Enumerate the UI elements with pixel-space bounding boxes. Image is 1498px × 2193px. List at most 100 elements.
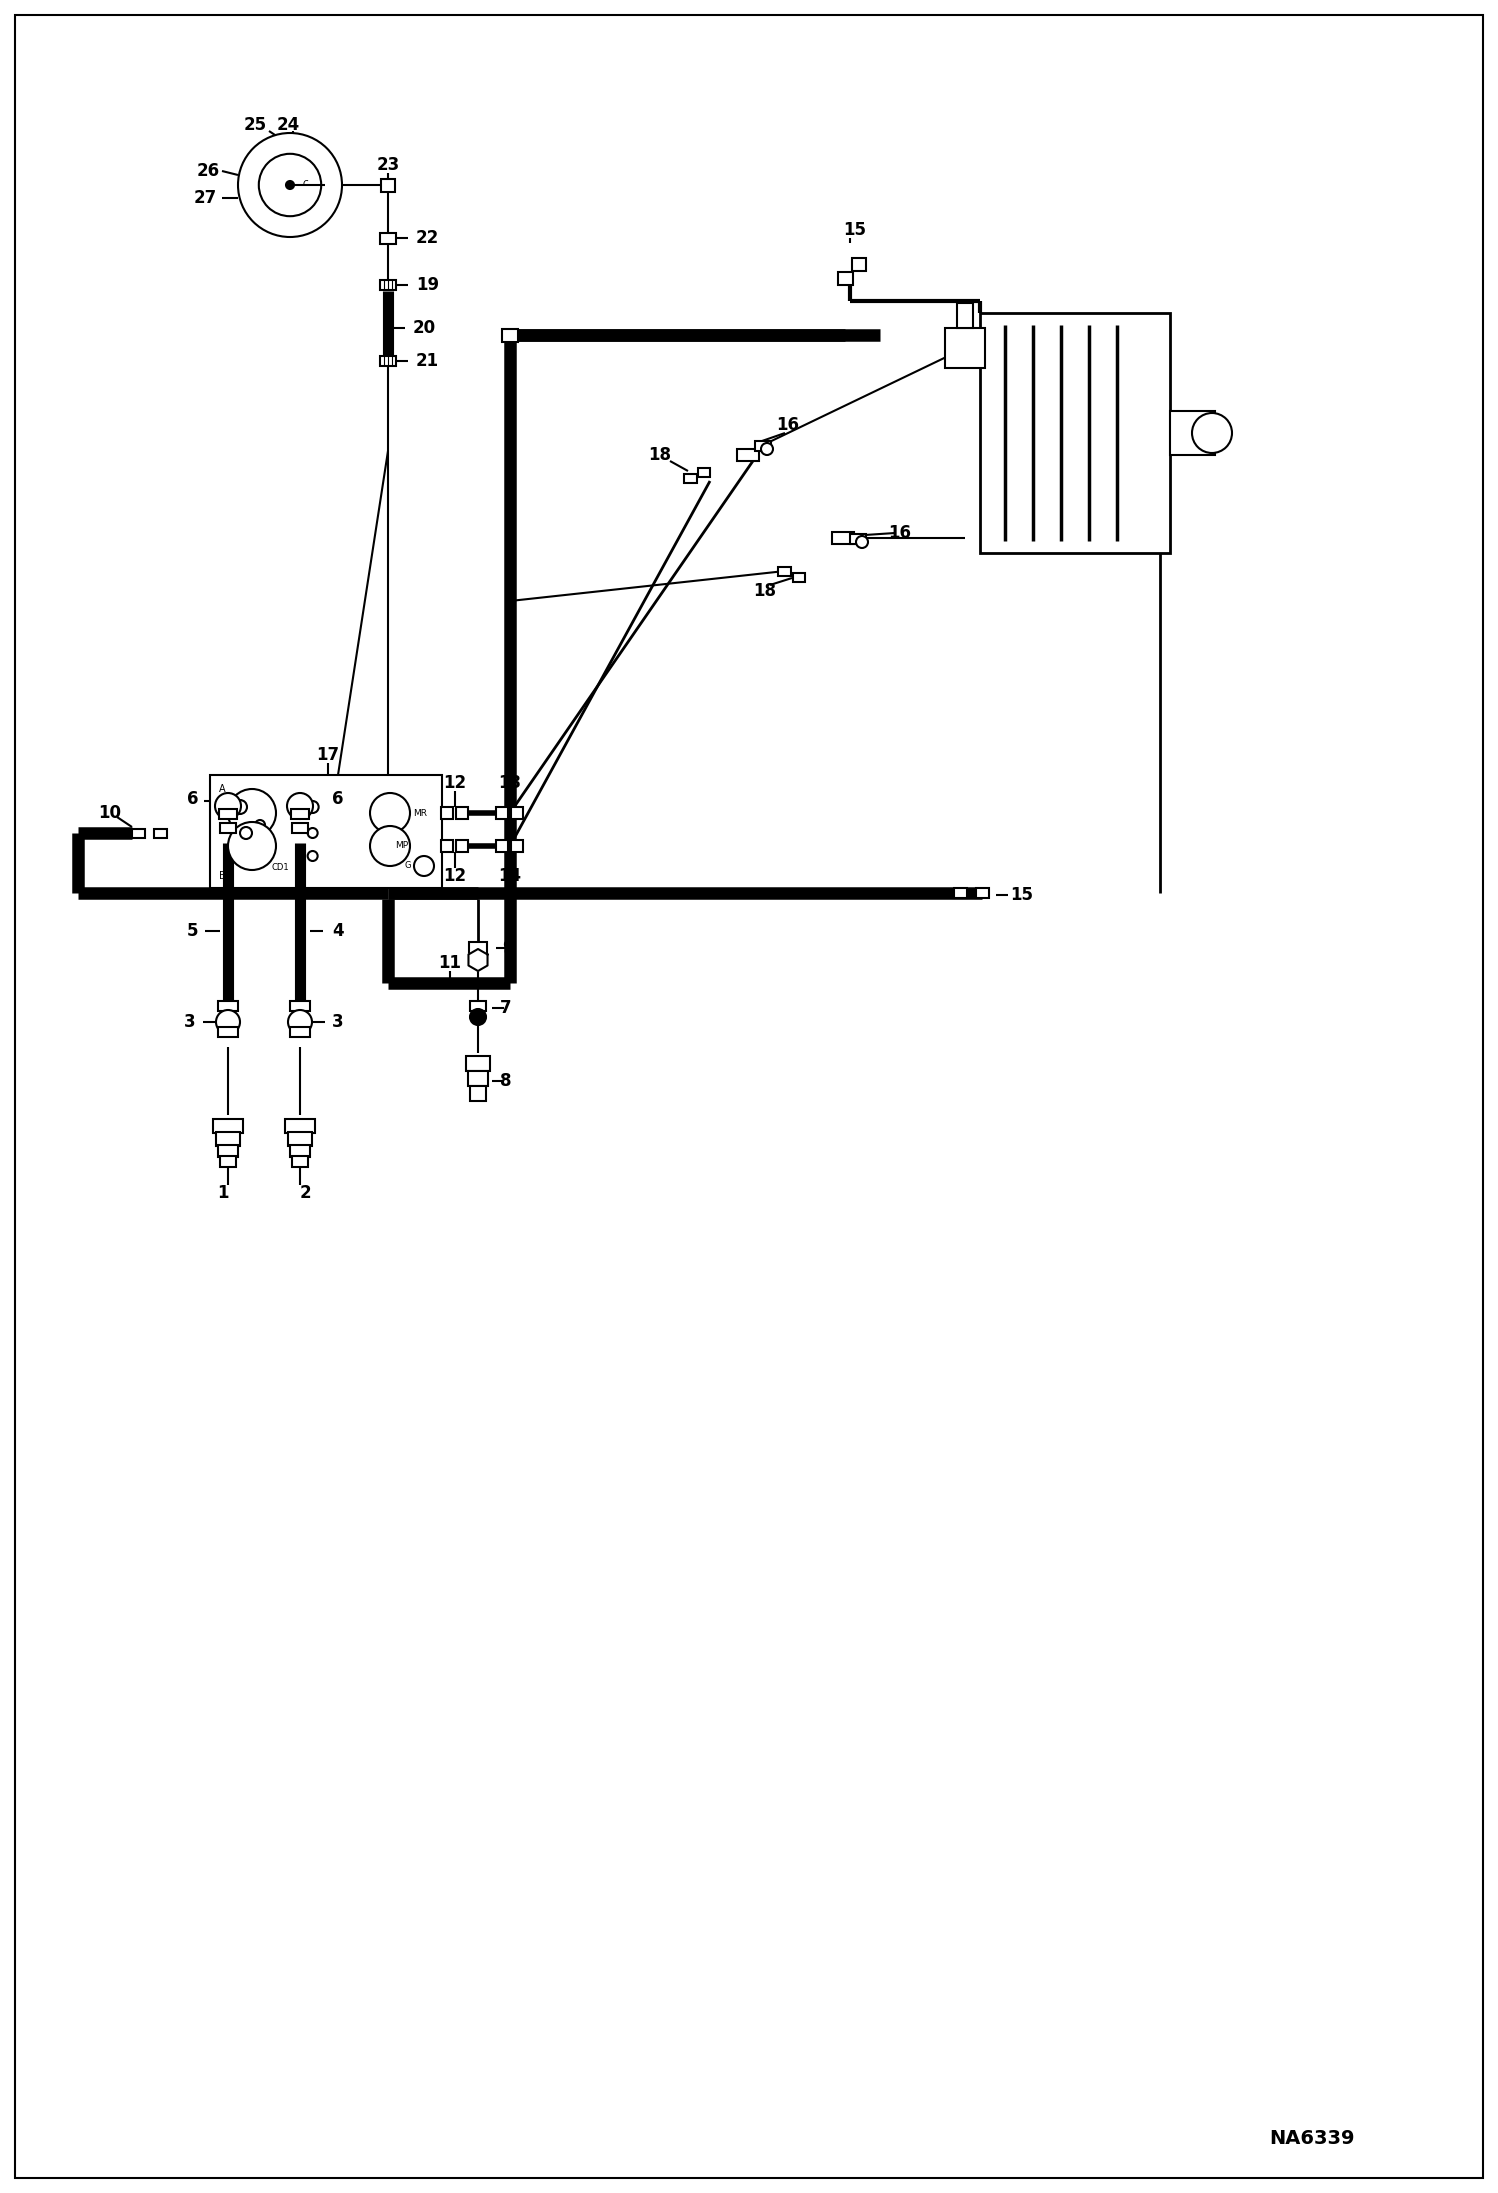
Circle shape	[288, 1011, 312, 1035]
Text: 3: 3	[184, 1013, 196, 1031]
Bar	[210, 774, 442, 888]
Bar	[440, 840, 452, 853]
Bar	[466, 1057, 490, 1070]
Text: 4: 4	[333, 921, 345, 941]
Bar	[292, 822, 309, 833]
Circle shape	[240, 827, 252, 840]
Circle shape	[288, 794, 313, 818]
Text: 2: 2	[300, 1184, 310, 1202]
Bar	[291, 1000, 310, 1011]
Bar	[975, 888, 989, 897]
Text: NA6339: NA6339	[1269, 2129, 1356, 2147]
Bar	[153, 829, 166, 838]
Bar	[467, 1070, 488, 1086]
Text: 19: 19	[416, 276, 439, 294]
Circle shape	[370, 794, 410, 833]
Text: 17: 17	[316, 746, 340, 763]
Bar	[219, 1145, 238, 1158]
Text: 11: 11	[439, 954, 461, 971]
Bar	[954, 888, 966, 897]
Circle shape	[1192, 412, 1231, 454]
Bar	[288, 1132, 312, 1147]
Circle shape	[307, 851, 318, 862]
Bar	[957, 303, 974, 329]
Text: 5: 5	[187, 921, 199, 941]
Bar	[511, 807, 523, 818]
Circle shape	[228, 822, 276, 871]
Text: B: B	[219, 871, 225, 882]
Bar	[219, 1000, 238, 1011]
Text: 26: 26	[196, 162, 220, 180]
Bar	[285, 1118, 315, 1134]
Circle shape	[286, 182, 294, 189]
Bar	[831, 533, 854, 544]
Text: 16: 16	[776, 417, 800, 434]
Bar	[470, 1000, 485, 1011]
Circle shape	[307, 800, 319, 814]
Text: 6: 6	[187, 789, 199, 807]
Bar	[291, 809, 309, 818]
Text: CD1: CD1	[273, 864, 289, 873]
Bar	[220, 822, 237, 833]
Text: 21: 21	[416, 353, 439, 371]
Bar	[496, 807, 508, 818]
Bar	[455, 840, 467, 853]
Text: 10: 10	[99, 805, 121, 822]
Bar	[216, 1132, 240, 1147]
Bar	[698, 467, 710, 476]
Circle shape	[216, 794, 241, 818]
Text: 12: 12	[443, 774, 466, 792]
Circle shape	[234, 800, 247, 814]
Bar	[502, 329, 518, 342]
Text: 25: 25	[244, 116, 267, 134]
Text: 8: 8	[500, 1072, 512, 1090]
Bar	[380, 178, 395, 191]
Text: 27: 27	[193, 189, 217, 206]
Bar	[496, 840, 508, 853]
Bar	[219, 809, 237, 818]
Bar	[380, 232, 395, 243]
Text: 14: 14	[499, 866, 521, 886]
Bar	[132, 829, 144, 838]
Circle shape	[228, 789, 276, 838]
Circle shape	[255, 820, 265, 829]
Circle shape	[259, 154, 321, 217]
Text: 13: 13	[499, 774, 521, 792]
Bar	[213, 1118, 243, 1134]
Text: 20: 20	[413, 318, 436, 338]
Text: 16: 16	[888, 524, 911, 542]
Text: c: c	[303, 178, 307, 189]
Text: 18: 18	[753, 581, 776, 601]
Circle shape	[761, 443, 773, 454]
Bar	[470, 1086, 485, 1101]
Circle shape	[470, 1009, 485, 1024]
Polygon shape	[469, 950, 487, 971]
Text: MP: MP	[395, 842, 407, 851]
Bar	[849, 535, 866, 544]
Bar	[852, 257, 866, 270]
Bar	[755, 441, 771, 452]
Text: 6: 6	[333, 789, 343, 807]
Text: G: G	[404, 862, 410, 871]
Text: A: A	[219, 785, 225, 794]
Text: 22: 22	[416, 228, 439, 248]
Bar	[292, 1156, 309, 1167]
Text: 9: 9	[502, 939, 514, 956]
Bar	[1170, 410, 1215, 454]
Bar	[291, 1026, 310, 1037]
Bar	[837, 272, 852, 285]
Bar	[980, 314, 1170, 553]
Text: 24: 24	[276, 116, 300, 134]
Bar	[779, 566, 791, 575]
Text: 7: 7	[500, 1000, 512, 1018]
Bar	[291, 1145, 310, 1158]
Circle shape	[216, 1011, 240, 1035]
Circle shape	[413, 855, 434, 875]
Bar	[440, 807, 452, 818]
Circle shape	[307, 829, 318, 838]
Circle shape	[855, 535, 867, 548]
Bar	[380, 355, 395, 366]
Text: MR: MR	[413, 809, 427, 818]
Text: 1: 1	[217, 1184, 229, 1202]
Text: 15: 15	[1010, 886, 1034, 904]
